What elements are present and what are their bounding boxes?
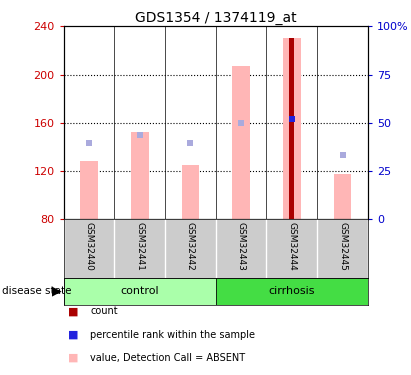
Text: count: count (90, 306, 118, 316)
Text: ▶: ▶ (52, 285, 62, 297)
Bar (289, 38, 294, 219)
Text: GSM32441: GSM32441 (135, 222, 144, 271)
Bar (131, 132, 149, 219)
Text: cirrhosis: cirrhosis (268, 286, 315, 296)
Text: GSM32443: GSM32443 (237, 222, 246, 271)
Bar (64, 278, 216, 304)
Text: GSM32442: GSM32442 (186, 222, 195, 271)
Bar (182, 165, 199, 219)
Title: GDS1354 / 1374119_at: GDS1354 / 1374119_at (135, 11, 297, 25)
Text: value, Detection Call = ABSENT: value, Detection Call = ABSENT (90, 353, 245, 363)
Text: ■: ■ (68, 353, 79, 363)
Bar (216, 278, 368, 304)
Text: GSM32440: GSM32440 (85, 222, 94, 271)
Text: GSM32445: GSM32445 (338, 222, 347, 271)
Bar (80, 161, 98, 219)
Text: control: control (120, 286, 159, 296)
Text: disease state: disease state (2, 286, 72, 296)
Text: GSM32444: GSM32444 (287, 222, 296, 271)
Bar (232, 66, 250, 219)
Text: ■: ■ (68, 306, 79, 316)
Text: ■: ■ (68, 330, 79, 339)
Bar (334, 174, 351, 219)
Bar (283, 38, 301, 219)
Text: percentile rank within the sample: percentile rank within the sample (90, 330, 255, 339)
